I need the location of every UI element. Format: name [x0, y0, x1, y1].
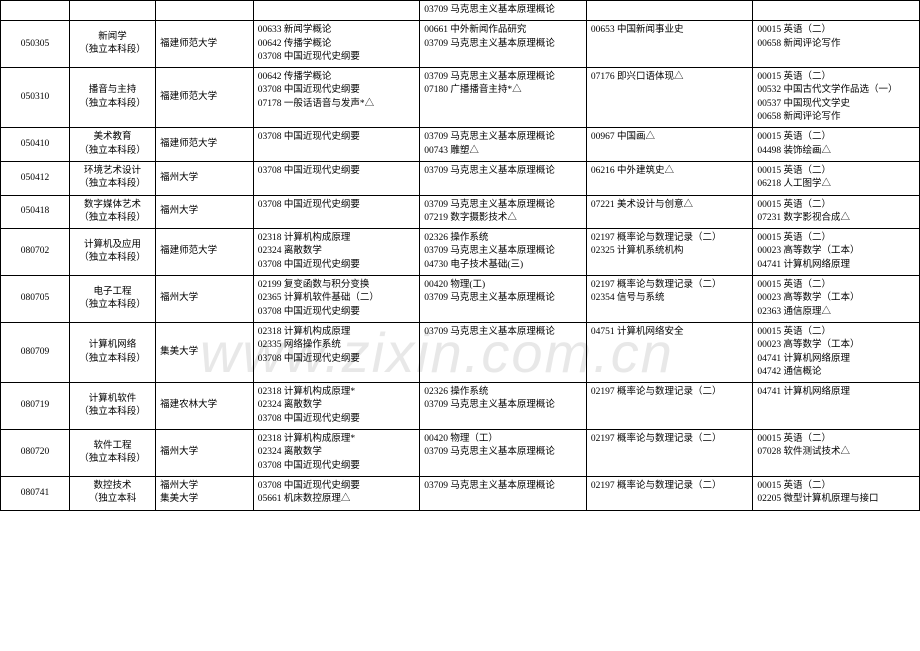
table-cell: 050412: [1, 161, 70, 195]
table-cell: 00015 英语（二）04498 装饰绘画△: [753, 128, 920, 162]
table-cell: 07221 美术设计与创意△: [586, 195, 753, 229]
table-cell: 04751 计算机网络安全: [586, 322, 753, 382]
table-cell: 02318 计算机构成原理*02324 离散数学03708 中国近现代史纲要: [253, 383, 420, 430]
table-cell: 福建师范大学: [156, 21, 254, 68]
table-cell: 集美大学: [156, 322, 254, 382]
table-row: 050310播音与主持（独立本科段）福建师范大学00642 传播学概论03708…: [1, 68, 920, 128]
table-cell: [753, 1, 920, 21]
table-cell: 福州大学: [156, 161, 254, 195]
table-cell: 00015 英语（二）00532 中国古代文学作品选（一）00537 中国现代文…: [753, 68, 920, 128]
table-cell: 计算机及应用（独立本科段）: [69, 229, 155, 276]
table-cell: 02197 概率论与数理记录（二）: [586, 383, 753, 430]
table-cell: 福建师范大学: [156, 229, 254, 276]
table-cell: 02197 概率论与数理记录（二）02325 计算机系统机构: [586, 229, 753, 276]
table-cell: 福州大学集美大学: [156, 476, 254, 510]
table-cell: 07176 即兴口语体现△: [586, 68, 753, 128]
table-cell: 00015 英语（二）00023 高等数学（工本）02363 通信原理△: [753, 276, 920, 323]
table-row: 080705电子工程（独立本科段）福州大学02199 复变函数与积分变换0236…: [1, 276, 920, 323]
table-cell: 080702: [1, 229, 70, 276]
table-cell: 02318 计算机构成原理*02324 离散数学03708 中国近现代史纲要: [253, 430, 420, 477]
table-row: 050305新闻学（独立本科段）福建师范大学00633 新闻学概论00642 传…: [1, 21, 920, 68]
table-cell: 00642 传播学概论03708 中国近现代史纲要07178 一般话语音与发声*…: [253, 68, 420, 128]
table-row: 080741数控技术（独立本科福州大学集美大学03708 中国近现代史纲要056…: [1, 476, 920, 510]
table-cell: 福建师范大学: [156, 128, 254, 162]
table-cell: 02197 概率论与数理记录（二）02354 信号与系统: [586, 276, 753, 323]
table-cell: 福州大学: [156, 195, 254, 229]
table-cell: 软件工程（独立本科段）: [69, 430, 155, 477]
table-row: 080720软件工程（独立本科段）福州大学02318 计算机构成原理*02324…: [1, 430, 920, 477]
table-row: 080709计算机网络（独立本科段）集美大学02318 计算机构成原理02335…: [1, 322, 920, 382]
table-cell: 数字媒体艺术（独立本科段）: [69, 195, 155, 229]
table-cell: 080741: [1, 476, 70, 510]
table-cell: 00015 英语（二）02205 微型计算机原理与接口: [753, 476, 920, 510]
table-cell: 播音与主持（独立本科段）: [69, 68, 155, 128]
table-cell: 03708 中国近现代史纲要05661 机床数控原理△: [253, 476, 420, 510]
table-cell: 080709: [1, 322, 70, 382]
table-row: 050412环境艺术设计（独立本科段）福州大学03708 中国近现代史纲要037…: [1, 161, 920, 195]
table-cell: 02197 概率论与数理记录（二）: [586, 476, 753, 510]
table-row: 050418数字媒体艺术（独立本科段）福州大学03708 中国近现代史纲要037…: [1, 195, 920, 229]
table-cell: 00015 英语（二）07231 数字影视合成△: [753, 195, 920, 229]
table-cell: 新闻学（独立本科段）: [69, 21, 155, 68]
table-cell: 00653 中国新闻事业史: [586, 21, 753, 68]
table-cell: 03709 马克思主义基本原理概论07219 数字摄影技术△: [420, 195, 587, 229]
table-cell: 02318 计算机构成原理02335 网络操作系统03708 中国近现代史纲要: [253, 322, 420, 382]
table-cell: 福建师范大学: [156, 68, 254, 128]
table-cell: 00015 英语（二）00023 高等数学（工本）04741 计算机网络原理04…: [753, 322, 920, 382]
table-cell: 03708 中国近现代史纲要: [253, 128, 420, 162]
table-cell: [1, 1, 70, 21]
schedule-table: 03709 马克思主义基本原理概论050305新闻学（独立本科段）福建师范大学0…: [0, 0, 920, 511]
table-cell: 环境艺术设计（独立本科段）: [69, 161, 155, 195]
table-cell: 080705: [1, 276, 70, 323]
table-cell: [156, 1, 254, 21]
table-row: 050410美术教育（独立本科段）福建师范大学03708 中国近现代史纲要037…: [1, 128, 920, 162]
table-cell: 03708 中国近现代史纲要: [253, 195, 420, 229]
table-cell: 00967 中国画△: [586, 128, 753, 162]
table-cell: [69, 1, 155, 21]
table-cell: 计算机软件（独立本科段）: [69, 383, 155, 430]
table-cell: 080719: [1, 383, 70, 430]
table-cell: 02326 操作系统03709 马克思主义基本原理概论: [420, 383, 587, 430]
table-cell: 03709 马克思主义基本原理概论: [420, 322, 587, 382]
table-cell: 00633 新闻学概论00642 传播学概论03708 中国近现代史纲要: [253, 21, 420, 68]
table-cell: 03709 马克思主义基本原理概论: [420, 1, 587, 21]
table-cell: 050310: [1, 68, 70, 128]
table-row: 080719计算机软件（独立本科段）福建农林大学02318 计算机构成原理*02…: [1, 383, 920, 430]
table-cell: 00015 英语（二）00023 高等数学（工本）04741 计算机网络原理: [753, 229, 920, 276]
table-cell: 00015 英语（二）07028 软件测试技术△: [753, 430, 920, 477]
table-cell: 福州大学: [156, 430, 254, 477]
table-cell: 02197 概率论与数理记录（二）: [586, 430, 753, 477]
table-cell: 03709 马克思主义基本原理概论00743 雕塑△: [420, 128, 587, 162]
table-cell: [253, 1, 420, 21]
table-cell: 数控技术（独立本科: [69, 476, 155, 510]
table-cell: 03709 马克思主义基本原理概论: [420, 161, 587, 195]
table-cell: 04741 计算机网络原理: [753, 383, 920, 430]
table-cell: 02199 复变函数与积分变换02365 计算机软件基础（二）03708 中国近…: [253, 276, 420, 323]
table-cell: 00661 中外新闻作品研究03709 马克思主义基本原理概论: [420, 21, 587, 68]
table-row: 080702计算机及应用（独立本科段）福建师范大学02318 计算机构成原理02…: [1, 229, 920, 276]
table-cell: 计算机网络（独立本科段）: [69, 322, 155, 382]
table-cell: 050305: [1, 21, 70, 68]
table-cell: [586, 1, 753, 21]
table-cell: 00015 英语（二）06218 人工图学△: [753, 161, 920, 195]
table-row: 03709 马克思主义基本原理概论: [1, 1, 920, 21]
table-cell: 050410: [1, 128, 70, 162]
table-cell: 00015 英语（二）00658 新闻评论写作: [753, 21, 920, 68]
table-cell: 06216 中外建筑史△: [586, 161, 753, 195]
table-cell: 福州大学: [156, 276, 254, 323]
table-cell: 050418: [1, 195, 70, 229]
table-cell: 03709 马克思主义基本原理概论: [420, 476, 587, 510]
table-cell: 03709 马克思主义基本原理概论07180 广播播音主持*△: [420, 68, 587, 128]
table-cell: 03708 中国近现代史纲要: [253, 161, 420, 195]
table-cell: 电子工程（独立本科段）: [69, 276, 155, 323]
table-cell: 00420 物理（工）03709 马克思主义基本原理概论: [420, 430, 587, 477]
table-cell: 美术教育（独立本科段）: [69, 128, 155, 162]
table-cell: 00420 物理(工)03709 马克思主义基本原理概论: [420, 276, 587, 323]
table-cell: 02326 操作系统03709 马克思主义基本原理概论04730 电子技术基础(…: [420, 229, 587, 276]
table-cell: 福建农林大学: [156, 383, 254, 430]
table-cell: 02318 计算机构成原理02324 离散数学03708 中国近现代史纲要: [253, 229, 420, 276]
table-cell: 080720: [1, 430, 70, 477]
